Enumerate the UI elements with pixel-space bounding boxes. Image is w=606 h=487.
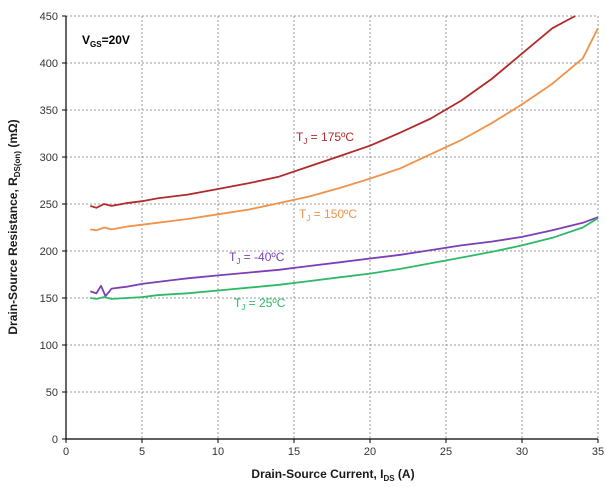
x-tick-label: 30 bbox=[516, 446, 528, 458]
series-line-t25 bbox=[90, 217, 599, 300]
y-tick-label: 350 bbox=[40, 105, 58, 117]
condition-label: VGS=20V bbox=[82, 33, 130, 49]
x-tick-label: 35 bbox=[592, 446, 604, 458]
series-line-t150 bbox=[90, 27, 599, 232]
x-tick-label: 10 bbox=[212, 446, 224, 458]
x-axis-title: Drain-Source Current, IDS (A) bbox=[251, 467, 414, 483]
y-tick-label: 300 bbox=[40, 152, 58, 164]
tick-labels: 0 5 10 15 20 25 30 3505010015020025030035040045… bbox=[40, 11, 604, 458]
axes bbox=[65, 16, 598, 440]
x-tick-label: 0 bbox=[63, 446, 69, 458]
series-line-tm40 bbox=[90, 216, 599, 298]
x-tick-label: 15 bbox=[288, 446, 300, 458]
legend-label-t25: TJ = 25ºC bbox=[234, 296, 286, 312]
legend-label-tm40: TJ = -40ºC bbox=[229, 250, 285, 266]
y-axis-title: Drain-Source Resistance, RDS(on) (mΩ) bbox=[6, 119, 22, 334]
series-lines bbox=[90, 15, 599, 300]
series-line-t175 bbox=[90, 15, 576, 209]
x-tick-label: 25 bbox=[440, 446, 452, 458]
legend-label-t150: TJ = 150ºC bbox=[299, 207, 357, 223]
legend-label-t175: TJ = 175ºC bbox=[296, 130, 354, 146]
y-tick-label: 250 bbox=[40, 199, 58, 211]
y-tick-label: 100 bbox=[40, 340, 58, 352]
x-tick-label: 20 bbox=[364, 446, 376, 458]
y-tick-label: 50 bbox=[46, 387, 58, 399]
y-tick-label: 450 bbox=[40, 11, 58, 23]
x-tick-label: 5 bbox=[139, 446, 145, 458]
y-tick-label: 150 bbox=[40, 293, 58, 305]
y-tick-label: 0 bbox=[52, 434, 58, 446]
grid bbox=[66, 15, 599, 439]
y-tick-label: 400 bbox=[40, 58, 58, 70]
y-tick-label: 200 bbox=[40, 246, 58, 258]
